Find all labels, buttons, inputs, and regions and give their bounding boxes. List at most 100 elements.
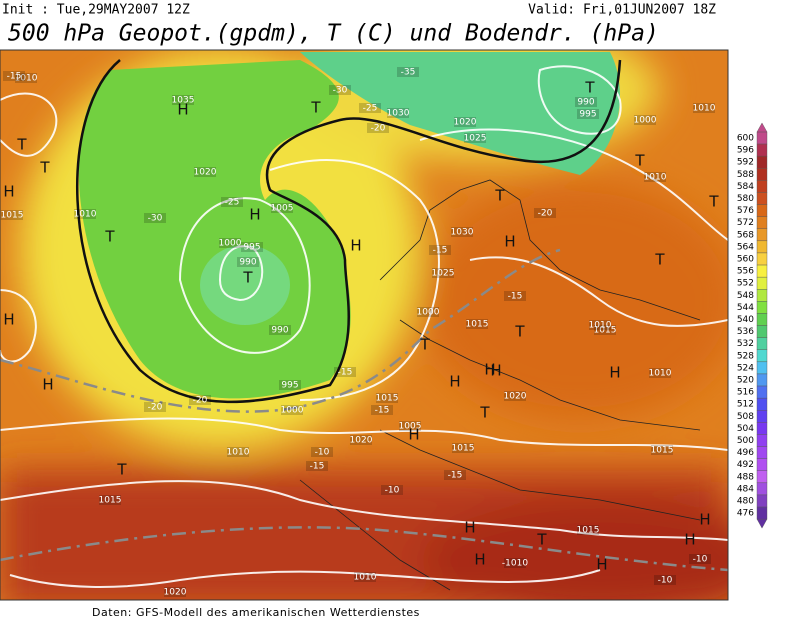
pressure-center: H xyxy=(3,311,14,329)
contour-label: 1015 xyxy=(1,211,24,221)
label-bg xyxy=(575,97,597,107)
label-bg xyxy=(432,268,454,278)
contour-label: 1005 xyxy=(399,422,422,432)
contour-label: -15 xyxy=(375,406,390,416)
legend-label: 504 xyxy=(737,424,754,434)
legend-swatch xyxy=(756,252,768,266)
pressure-center: H xyxy=(177,101,188,119)
pressure-center: T xyxy=(310,99,321,117)
pressure-center: T xyxy=(479,404,490,422)
label-bg xyxy=(649,368,671,378)
legend-label: 576 xyxy=(737,206,754,216)
label-bg xyxy=(693,103,715,113)
contour-label: 1020 xyxy=(164,588,187,598)
legend-swatch xyxy=(756,228,768,242)
contour-label: 1015 xyxy=(594,326,617,336)
label-bg xyxy=(454,117,476,127)
pressure-center: T xyxy=(16,136,27,154)
label-bg xyxy=(371,405,393,415)
legend-label: 592 xyxy=(737,158,754,168)
label-bg xyxy=(194,167,216,177)
label-bg xyxy=(654,575,676,585)
contour-label: 990 xyxy=(577,98,594,108)
contour-label: 1035 xyxy=(172,96,195,106)
label-bg xyxy=(452,443,474,453)
label-bg xyxy=(241,242,263,252)
contour-label: -15 xyxy=(448,471,463,481)
legend-label: 540 xyxy=(737,315,754,325)
contour-label: 1015 xyxy=(99,496,122,506)
contour-label: 1010 xyxy=(354,573,377,583)
label-bg xyxy=(189,395,211,405)
label-bg xyxy=(221,197,243,207)
legend-swatch xyxy=(756,325,768,338)
data-source: Daten: GFS-Modell des amerikanischen Wet… xyxy=(92,606,420,619)
coastline xyxy=(299,179,701,591)
legend-label: 492 xyxy=(737,460,754,470)
valid-time: Valid: Fri,01JUN2007 18Z xyxy=(528,3,716,18)
pressure-center: T xyxy=(584,79,595,97)
legend-swatch xyxy=(756,458,768,471)
isobar xyxy=(218,245,264,302)
legend-label: 508 xyxy=(737,412,754,422)
label-bg xyxy=(397,67,419,77)
legend-swatch xyxy=(756,482,768,496)
map-title: 500 hPa Geopot.(gpdm), T (C) und Bodendr… xyxy=(8,21,659,47)
label-bg xyxy=(99,495,121,505)
label-bg xyxy=(387,108,409,118)
legend-swatch xyxy=(756,397,768,411)
contour-label: -10 xyxy=(385,486,400,496)
legend-swatch xyxy=(756,264,768,278)
isotherm xyxy=(0,526,728,572)
isobar xyxy=(0,92,58,157)
pressure-center: T xyxy=(536,531,547,549)
legend-label: 552 xyxy=(737,279,754,289)
pressure-center: H xyxy=(684,531,695,549)
pressure-center: T xyxy=(419,336,430,354)
legend-swatch xyxy=(756,349,768,363)
legend-swatch xyxy=(756,155,768,169)
label-bg xyxy=(504,558,526,568)
label-bg xyxy=(271,203,293,213)
label-bg xyxy=(164,587,186,597)
contour-label: -20 xyxy=(148,403,163,413)
legend-label: 580 xyxy=(737,194,754,204)
legend-swatch xyxy=(756,446,768,459)
legend-swatch xyxy=(756,361,768,375)
contour-label: -10 xyxy=(693,555,708,565)
label-bg xyxy=(464,133,486,143)
label-bg xyxy=(237,257,259,267)
pressure-center: T xyxy=(242,269,253,287)
pressure-center: H xyxy=(699,511,710,529)
legend-swatch xyxy=(756,168,768,181)
label-bg xyxy=(279,380,301,390)
contour-label: -15 xyxy=(433,246,448,256)
legend-label: 528 xyxy=(737,351,754,361)
isobar xyxy=(469,256,728,327)
contour-label: 1025 xyxy=(432,269,455,279)
pressure-center: H xyxy=(596,556,607,574)
legend-label: 524 xyxy=(737,363,754,373)
legend-label: 600 xyxy=(737,134,754,144)
legend-swatch xyxy=(756,470,768,484)
pressure-center: H xyxy=(464,519,475,537)
legend-swatch xyxy=(756,434,768,447)
label-bg xyxy=(144,213,166,223)
contour-label: -20 xyxy=(193,396,208,406)
pressure-center: T xyxy=(116,461,127,479)
isobar xyxy=(9,569,601,588)
pressure-center: T xyxy=(104,228,115,246)
label-bg xyxy=(451,227,473,237)
label-bg xyxy=(144,402,166,412)
label-bg xyxy=(504,391,526,401)
legend-label: 488 xyxy=(737,472,754,482)
cold-region xyxy=(300,52,620,175)
contour-label: -15 xyxy=(508,292,523,302)
contour-label: 995 xyxy=(281,381,298,391)
label-bg xyxy=(281,405,303,415)
contour-label: 1010 xyxy=(649,369,672,379)
contour-label: 1020 xyxy=(194,168,217,178)
contour-label: 1010 xyxy=(227,448,250,458)
